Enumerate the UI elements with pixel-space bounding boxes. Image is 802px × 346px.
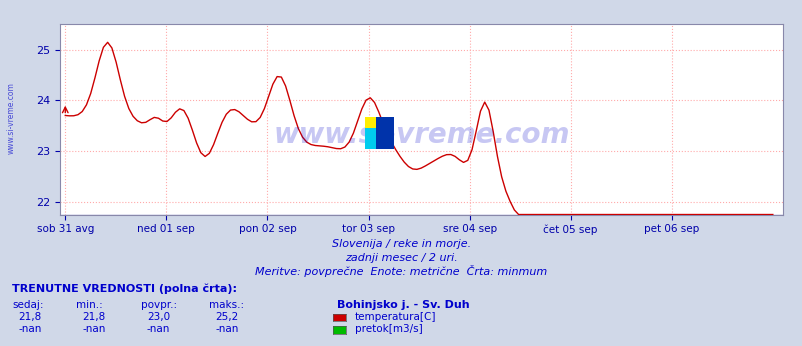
Text: 23,0: 23,0 xyxy=(147,312,170,322)
Text: 25,2: 25,2 xyxy=(215,312,238,322)
Text: maks.:: maks.: xyxy=(209,300,244,310)
Text: -nan: -nan xyxy=(147,324,170,334)
Text: Meritve: povprečne  Enote: metrične  Črta: minmum: Meritve: povprečne Enote: metrične Črta:… xyxy=(255,265,547,277)
Text: TRENUTNE VREDNOSTI (polna črta):: TRENUTNE VREDNOSTI (polna črta): xyxy=(12,284,237,294)
Text: 21,8: 21,8 xyxy=(18,312,42,322)
Text: temperatura[C]: temperatura[C] xyxy=(354,312,435,322)
Bar xyxy=(365,117,381,138)
Text: -nan: -nan xyxy=(18,324,42,334)
Text: 21,8: 21,8 xyxy=(83,312,106,322)
Text: pretok[m3/s]: pretok[m3/s] xyxy=(354,324,422,334)
Bar xyxy=(376,117,393,148)
Bar xyxy=(365,128,381,148)
Text: zadnji mesec / 2 uri.: zadnji mesec / 2 uri. xyxy=(345,253,457,263)
Text: povpr.:: povpr.: xyxy=(140,300,176,310)
Text: Slovenija / reke in morje.: Slovenija / reke in morje. xyxy=(331,239,471,249)
Text: sedaj:: sedaj: xyxy=(12,300,43,310)
Text: min.:: min.: xyxy=(76,300,103,310)
Text: -nan: -nan xyxy=(215,324,238,334)
Text: www.si-vreme.com: www.si-vreme.com xyxy=(273,121,569,148)
Text: www.si-vreme.com: www.si-vreme.com xyxy=(6,82,15,154)
Text: Bohinjsko j. - Sv. Duh: Bohinjsko j. - Sv. Duh xyxy=(337,300,469,310)
Text: -nan: -nan xyxy=(83,324,106,334)
